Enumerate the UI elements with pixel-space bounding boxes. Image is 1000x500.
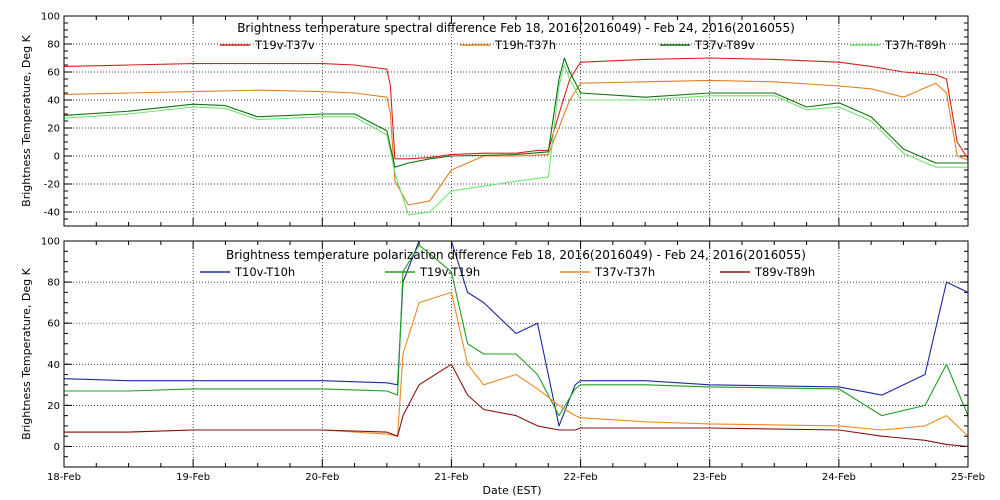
x-tick-label: 24-Feb — [822, 472, 856, 483]
y-tick-label: 20 — [47, 401, 60, 412]
plot-frame — [63, 15, 969, 227]
legend-label: T37v-T89v — [694, 38, 755, 52]
y-tick-label: 100 — [41, 12, 60, 23]
y-tick-label: 0 — [54, 152, 60, 163]
series-line-t19v-t19h — [64, 244, 968, 417]
x-tick-label: 19-Feb — [176, 472, 210, 483]
series-line-t37v-t89v — [64, 57, 968, 168]
series-group — [64, 57, 968, 216]
series-line-t19v-t37v — [64, 57, 968, 160]
series-line-t37v-t37h — [64, 291, 968, 437]
spectral-difference-panel: -40 -20 0 20 40 60 80 100 Brightness temperature… — [20, 12, 969, 227]
y-tick-label: 60 — [47, 68, 60, 79]
legend-label: T19h-T37h — [494, 38, 556, 52]
y-axis-label: Brightness Temperature, Deg K — [20, 34, 33, 206]
y-tick-label: 80 — [47, 40, 60, 51]
series-line-t89v-t89h — [64, 363, 968, 448]
x-tick-label: 23-Feb — [693, 472, 727, 483]
series-line-t19h-t37h — [64, 79, 968, 206]
legend-label: T89v-T89h — [754, 265, 815, 279]
x-tick-label: 20-Feb — [305, 472, 339, 483]
y-tick-label: 100 — [41, 237, 60, 248]
y-axis-label: Brightness Temperature, Deg K — [20, 267, 33, 439]
legend-label: T37v-T37h — [594, 265, 655, 279]
y-tick-label: 0 — [54, 442, 60, 453]
x-tick-label: 25-Feb — [951, 472, 985, 483]
chart-title: Brightness temperature spectral differen… — [237, 21, 795, 35]
y-tick-label: -20 — [44, 180, 60, 191]
y-tick-label: -40 — [44, 208, 60, 219]
y-tick-label: 20 — [47, 124, 60, 135]
y-tick-label: 60 — [47, 319, 60, 330]
polarization-difference-panel: 0 20 40 60 80 100 18-Feb 19-Feb 20-Feb 21-Feb 22-F… — [20, 237, 985, 484]
chart-title: Brightness temperature polarization diff… — [226, 248, 806, 262]
series-group — [64, 241, 968, 448]
x-tick-label: 22-Feb — [564, 472, 598, 483]
x-tick-label: 21-Feb — [434, 472, 468, 483]
y-tick-label: 40 — [47, 360, 60, 371]
y-tick-label: 40 — [47, 96, 60, 107]
plot-frame — [63, 240, 969, 468]
legend-label: T10v-T10h — [234, 265, 295, 279]
legend-label: T37h-T89h — [884, 38, 946, 52]
legend-label: T19v-T37v — [254, 38, 315, 52]
x-axis-label: Date (EST) — [482, 484, 541, 497]
y-tick-label: 80 — [47, 278, 60, 289]
series-line-t37h-t89h — [64, 64, 968, 216]
legend-label: T19v-T19h — [419, 265, 480, 279]
x-tick-label: 18-Feb — [47, 472, 81, 483]
series-line-t10v-t10h — [64, 241, 968, 427]
